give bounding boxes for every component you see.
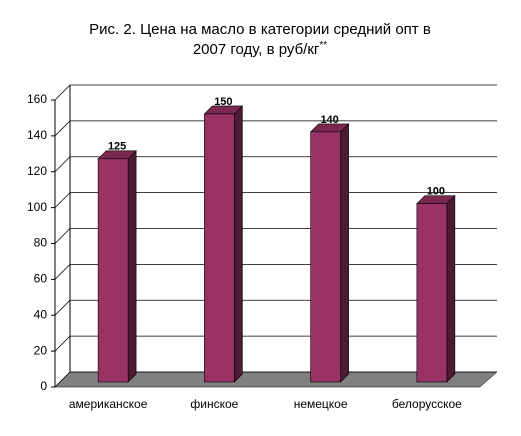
bar-side xyxy=(446,194,456,383)
grid-line xyxy=(54,263,497,280)
x-tick-label: американское xyxy=(69,397,148,411)
title-note: ** xyxy=(319,40,327,51)
grid-line xyxy=(54,228,497,244)
grid-line xyxy=(54,335,497,352)
chart-title: 2007 году, в руб/кг** xyxy=(193,40,327,58)
bar-side xyxy=(127,150,137,383)
bar xyxy=(204,113,235,383)
y-tick-label: 60 xyxy=(34,272,48,286)
bar xyxy=(310,131,341,383)
bar xyxy=(97,158,129,383)
y-tick-label: 140 xyxy=(27,128,47,142)
y-tick-label: 160 xyxy=(27,92,47,106)
value-label: 150 xyxy=(214,96,232,108)
title-line: 2007 году, в руб/кг xyxy=(193,41,320,58)
bar-side xyxy=(234,105,243,383)
grid-line xyxy=(54,120,497,137)
y-tick-label: 100 xyxy=(27,200,47,214)
x-tick-label: немецкое xyxy=(294,397,348,411)
grid-line xyxy=(54,192,497,208)
y-tick-label: 40 xyxy=(34,307,48,321)
value-label: 125 xyxy=(108,141,126,153)
grid-line xyxy=(54,156,497,173)
chart-title: Рис. 2. Цена на масло в категории средни… xyxy=(89,21,431,38)
grid-line xyxy=(54,299,497,316)
value-label: 100 xyxy=(427,186,445,198)
y-tick-label: 120 xyxy=(27,164,47,178)
bar-side xyxy=(340,123,349,383)
value-label: 140 xyxy=(320,114,338,126)
y-tick-label: 0 xyxy=(40,379,47,393)
y-tick-label: 80 xyxy=(34,236,48,250)
grid-line xyxy=(54,371,497,388)
x-tick-label: финское xyxy=(190,397,238,411)
bar xyxy=(416,203,448,383)
x-tick-label: белорусское xyxy=(392,397,462,411)
grid-line xyxy=(54,84,497,101)
y-tick-label: 20 xyxy=(34,343,48,357)
